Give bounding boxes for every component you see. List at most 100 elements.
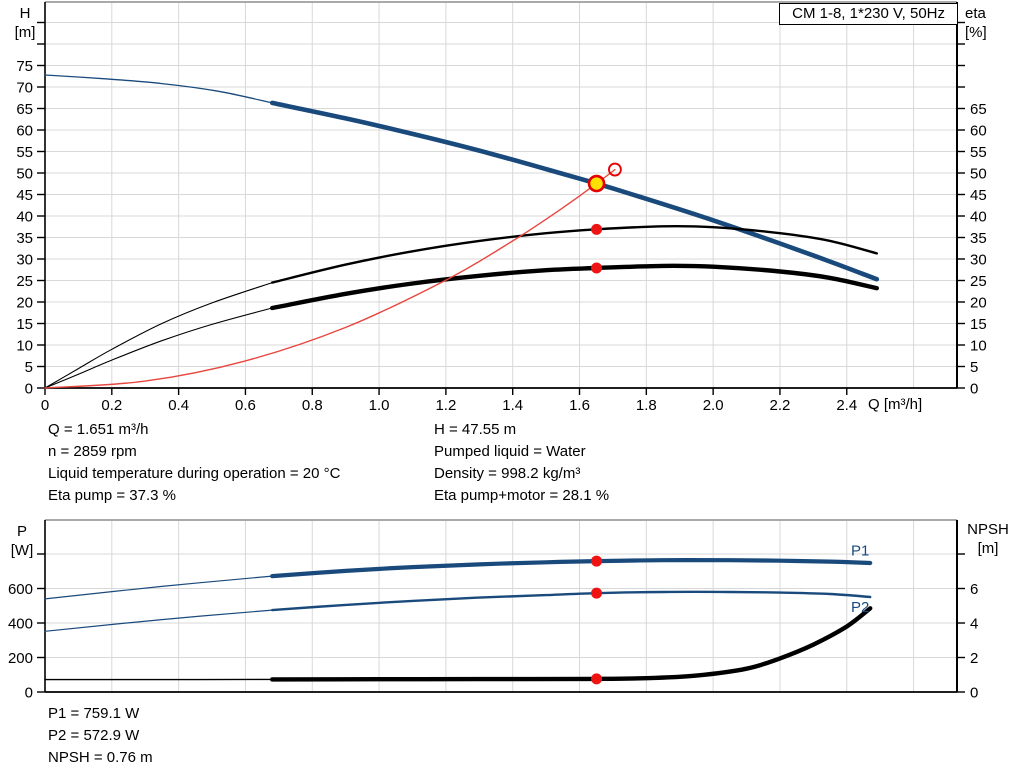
- left-tick-label: 10: [16, 338, 33, 355]
- p1-curve: [270, 558, 873, 579]
- right-tick-label: 4: [970, 616, 978, 633]
- left-tick-label: 20: [16, 295, 33, 312]
- right-tick-label: 2: [970, 650, 978, 667]
- left-tick-label: 60: [16, 123, 33, 140]
- left-tick-label: 600: [8, 581, 33, 598]
- eta-pump-motor-dot: [591, 262, 603, 274]
- right-tick-label: 20: [970, 295, 987, 312]
- eta-axis-unit: [%]: [965, 24, 987, 41]
- right-tick-label: 40: [970, 209, 987, 226]
- p2-dot: [591, 587, 603, 599]
- duty-info-left: Q = 1.651 m³/h n = 2859 rpm Liquid tempe…: [48, 419, 340, 507]
- x-tick-label: 0: [41, 397, 49, 414]
- left-tick-label: 400: [8, 616, 33, 633]
- right-tick-label: 65: [970, 101, 987, 118]
- right-tick-label: 60: [970, 123, 987, 140]
- left-tick-label: 40: [16, 209, 33, 226]
- left-tick-label: 65: [16, 101, 33, 118]
- right-tick-label: 0: [970, 685, 978, 702]
- left-tick-label: 70: [16, 80, 33, 97]
- duty-info-right: H = 47.55 m Pumped liquid = Water Densit…: [434, 419, 609, 507]
- eta-axis-name: eta: [965, 5, 986, 22]
- head-curve: [44, 74, 273, 104]
- system-curve: [44, 168, 616, 389]
- x-tick-label: 0.4: [168, 397, 189, 414]
- right-tick-label: 55: [970, 144, 987, 161]
- info-liquid-temp: Liquid temperature during operation = 20…: [48, 465, 341, 482]
- p2-curve: [271, 590, 872, 612]
- left-tick-label: 0: [25, 685, 33, 702]
- eta-pump-motor-curve: [44, 307, 273, 389]
- info-speed: n = 2859 rpm: [48, 443, 137, 460]
- left-tick-label: 5: [25, 359, 33, 376]
- p-axis-unit: [W]: [10, 542, 34, 559]
- p1-curve-label: P1: [851, 543, 869, 560]
- right-tick-label: 10: [970, 338, 987, 355]
- left-tick-label: 30: [16, 252, 33, 269]
- right-tick-label: 30: [970, 252, 987, 269]
- right-tick-label: 45: [970, 187, 987, 204]
- info-density: Density = 998.2 kg/m³: [434, 465, 581, 482]
- left-tick-label: 45: [16, 187, 33, 204]
- left-tick-label: 55: [16, 144, 33, 161]
- x-tick-label: 0.6: [235, 397, 256, 414]
- npsh-dot: [591, 673, 603, 685]
- eta-pump-dot: [591, 223, 603, 235]
- right-tick-label: 6: [970, 581, 978, 598]
- info-eta-pump-motor: Eta pump+motor = 28.1 %: [434, 487, 610, 504]
- q-axis-label: Q [m³/h]: [868, 396, 923, 413]
- npsh-axis-name: NPSH: [967, 521, 1009, 538]
- right-tick-label: 25: [970, 273, 987, 290]
- power-info: P1 = 759.1 W P2 = 572.9 W NPSH = 0.76 m: [48, 703, 153, 769]
- x-tick-label: 1.6: [569, 397, 590, 414]
- left-tick-label: 35: [16, 230, 33, 247]
- left-tick-label: 50: [16, 166, 33, 183]
- h-q-chart-svg: 0 5 10 15 20 25 30 35 40 45 50 55 60 65 70 75 0 5 10 15 20 25…: [16, 1, 987, 414]
- power-npsh-chart-svg: 0 200 400 600 0 2 4 6 P1 P2: [8, 519, 978, 702]
- info-p2: P2 = 572.9 W: [48, 727, 140, 744]
- left-tick-label: 25: [16, 273, 33, 290]
- info-eta-pump: Eta pump = 37.3 %: [48, 487, 176, 504]
- x-tick-label: 2.0: [703, 397, 724, 414]
- right-tick-label: 5: [970, 359, 978, 376]
- x-tick-label: 2.2: [770, 397, 791, 414]
- p2-curve: [44, 609, 273, 632]
- npsh-curve: [270, 606, 873, 682]
- info-p1: P1 = 759.1 W: [48, 705, 140, 722]
- x-tick-label: 2.4: [836, 397, 857, 414]
- npsh-axis-header: NPSH [m]: [960, 520, 1016, 558]
- p2-curve-label: P2: [851, 599, 869, 616]
- p-axis-header: P [W]: [4, 522, 40, 560]
- x-tick-label: 1.4: [502, 397, 523, 414]
- right-tick-label: 50: [970, 166, 987, 183]
- info-pumped-liquid: Pumped liquid = Water: [434, 443, 586, 460]
- eta-pump-curve: [44, 282, 273, 389]
- info-h: H = 47.55 m: [434, 421, 517, 438]
- left-tick-label: 15: [16, 316, 33, 333]
- h-axis-unit: [m]: [14, 24, 36, 41]
- x-tick-label: 0.2: [101, 397, 122, 414]
- info-npsh: NPSH = 0.76 m: [48, 749, 153, 766]
- x-tick-label: 1.2: [435, 397, 456, 414]
- pump-title-box: CM 1-8, 1*230 V, 50Hz: [779, 3, 958, 25]
- x-tick-label: 0.8: [302, 397, 323, 414]
- p1-dot: [591, 555, 603, 567]
- x-tick-label: 1.8: [636, 397, 657, 414]
- eta-axis-header: eta [%]: [965, 4, 987, 42]
- h-axis-header: H [m]: [6, 4, 44, 42]
- right-tick-label: 15: [970, 316, 987, 333]
- left-tick-label: 0: [25, 381, 33, 398]
- right-tick-label: 0: [970, 381, 978, 398]
- pump-title: CM 1-8, 1*230 V, 50Hz: [792, 5, 945, 22]
- head-curve: [269, 100, 880, 282]
- left-tick-label: 75: [16, 58, 33, 75]
- npsh-axis-unit: [m]: [977, 540, 999, 557]
- right-tick-label: 35: [970, 230, 987, 247]
- p-axis-name: P: [16, 523, 27, 540]
- x-tick-label: 1.0: [369, 397, 390, 414]
- duty-point-marker: [587, 174, 606, 193]
- p1-curve: [44, 575, 273, 600]
- info-q: Q = 1.651 m³/h: [48, 421, 149, 438]
- nominal-point-marker: [608, 162, 622, 177]
